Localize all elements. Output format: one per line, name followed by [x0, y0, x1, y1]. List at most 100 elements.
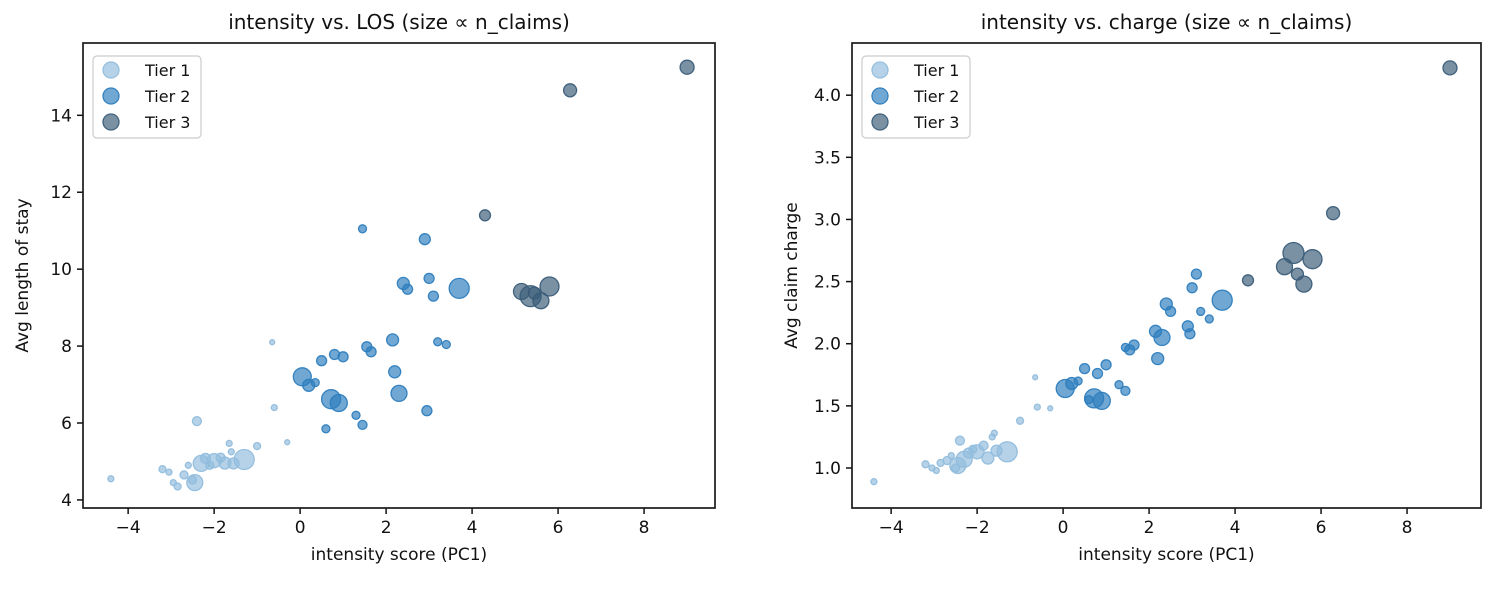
legend: Tier 1 Tier 2 Tier 3: [861, 55, 971, 139]
data-point: [252, 441, 262, 451]
series-tier-2: [292, 224, 470, 434]
x-tick-label: 6: [1316, 518, 1327, 538]
y-tick-label: 1.0: [814, 459, 841, 479]
data-point: [478, 209, 492, 222]
y-tick-label: 4.0: [814, 86, 841, 106]
y-tick-label: 2.0: [814, 335, 841, 355]
data-point: [365, 346, 377, 358]
legend: Tier 1 Tier 2 Tier 3: [92, 55, 202, 139]
y-tick-label: 14: [50, 106, 72, 126]
data-point: [310, 377, 320, 388]
data-point: [173, 482, 182, 491]
chart-title: intensity vs. charge (size ∝ n_claims): [981, 10, 1353, 34]
data-point: [225, 439, 233, 448]
legend-label-tier-1: Tier 1: [144, 61, 190, 80]
x-tick-label: 6: [553, 518, 564, 538]
data-point: [1100, 359, 1112, 371]
data-point: [921, 460, 930, 469]
data-point: [227, 448, 235, 456]
y-tick-label: 8: [61, 337, 72, 357]
data-point: [1047, 405, 1054, 412]
data-point: [996, 441, 1018, 463]
y-axis-label: Avg length of stay: [13, 198, 33, 352]
legend-swatch-tier-1: [871, 61, 889, 79]
data-point: [1128, 339, 1140, 351]
legend-swatch-tier-2: [102, 87, 120, 105]
series-tier-3: [478, 59, 695, 310]
x-tick-label: 8: [1402, 518, 1413, 538]
data-point: [679, 59, 695, 75]
data-point: [1032, 374, 1039, 381]
data-point: [427, 290, 440, 302]
legend-label-tier-2: Tier 2: [144, 87, 190, 106]
data-point: [539, 276, 560, 297]
x-tick-label: −4: [879, 518, 904, 538]
data-point: [357, 419, 368, 431]
legend-box: [92, 55, 202, 139]
data-point: [1151, 351, 1165, 366]
legend-swatch-tier-3: [871, 113, 889, 131]
data-point: [448, 277, 470, 300]
data-point: [1153, 328, 1171, 347]
legend-label-tier-3: Tier 3: [913, 113, 959, 132]
data-point: [1164, 305, 1177, 318]
y-tick-label: 1.5: [814, 397, 841, 417]
data-point: [1078, 362, 1091, 375]
data-point: [191, 415, 203, 427]
x-tick-label: 0: [1058, 518, 1069, 538]
data-point: [990, 429, 998, 437]
data-point: [388, 365, 402, 379]
y-axis-label: Avg claim charge: [782, 202, 802, 349]
data-point: [978, 440, 989, 451]
data-point: [1073, 376, 1083, 386]
data-point: [1186, 282, 1198, 294]
legend-swatch-tier-2: [871, 87, 889, 105]
data-point: [284, 439, 291, 446]
y-tick-label: 3.5: [814, 148, 841, 168]
data-point: [1241, 274, 1255, 287]
y-tick-label: 2.5: [814, 273, 841, 293]
data-point: [321, 424, 331, 434]
data-point: [954, 435, 966, 446]
x-axis-label: intensity score (PC1): [1078, 545, 1254, 565]
data-point: [179, 470, 189, 480]
x-tick-label: −2: [202, 518, 227, 538]
legend-swatch-tier-1: [102, 61, 120, 79]
y-tick-label: 4: [61, 491, 72, 511]
series-tier-1: [870, 374, 1054, 486]
data-point: [186, 473, 204, 492]
data-point: [1120, 385, 1131, 397]
data-point: [1282, 241, 1305, 265]
data-point: [1204, 314, 1214, 324]
data-point: [423, 272, 435, 285]
data-point: [1114, 380, 1124, 390]
data-point: [1295, 275, 1313, 293]
data-point: [390, 384, 408, 403]
data-point: [1190, 268, 1203, 280]
data-point: [1033, 403, 1041, 411]
x-tick-label: 0: [295, 518, 306, 538]
legend-label-tier-3: Tier 3: [144, 113, 190, 132]
y-tick-label: 12: [50, 183, 72, 203]
data-point: [1442, 60, 1458, 76]
data-point: [421, 405, 433, 417]
series-tier-1: [107, 339, 291, 492]
x-tick-label: −2: [965, 518, 990, 538]
data-point: [1302, 249, 1323, 270]
y-tick-label: 6: [61, 414, 72, 434]
plot-border: [82, 42, 716, 509]
data-point: [418, 233, 431, 246]
data-point: [433, 337, 443, 347]
chart-title: intensity vs. LOS (size ∝ n_claims): [228, 10, 570, 34]
data-point: [165, 468, 173, 476]
data-point: [269, 339, 276, 346]
data-point: [158, 465, 167, 474]
plot-border: [851, 42, 1482, 509]
x-tick-label: 2: [1144, 518, 1155, 538]
data-point: [1184, 328, 1196, 340]
data-point: [270, 403, 278, 412]
data-point: [107, 475, 115, 483]
data-point: [1325, 206, 1341, 221]
data-point: [947, 451, 955, 460]
